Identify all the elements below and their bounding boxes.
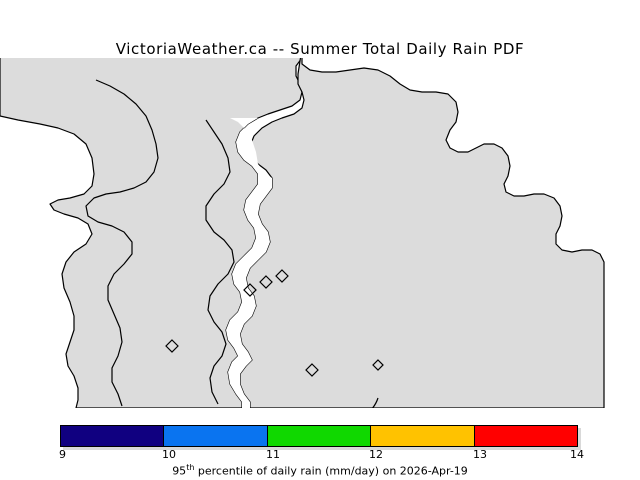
colorbar-tick-0: 9 <box>59 448 66 461</box>
central-inlet-water <box>226 118 272 408</box>
colorbar-band-10-11[interactable] <box>163 426 267 446</box>
land-north-east-mainland <box>239 58 605 408</box>
colorbar-tick-1: 10 <box>162 448 176 461</box>
station-marker[interactable] <box>259 275 273 289</box>
colorbar[interactable] <box>60 425 578 447</box>
station-marker[interactable] <box>305 363 319 377</box>
station-marker[interactable] <box>275 269 289 283</box>
colorbar-ticks: 9 10 11 12 13 14 <box>0 448 640 462</box>
colorbar-tick-5: 14 <box>570 448 584 461</box>
caption-prefix: 95 <box>172 464 187 478</box>
colorbar-caption: 95th percentile of daily rain (mm/day) o… <box>0 463 640 478</box>
station-marker[interactable] <box>243 283 257 297</box>
colorbar-band-12-13[interactable] <box>370 426 474 446</box>
station-markers[interactable] <box>165 269 384 377</box>
colorbar-tick-2: 11 <box>266 448 280 461</box>
land-masses <box>0 58 605 408</box>
colorbar-section: 9 10 11 12 13 14 95th percentile of dail… <box>0 420 640 480</box>
page-title: VictoriaWeather.ca -- Summer Total Daily… <box>115 40 525 58</box>
caption-rest: percentile of daily rain (mm/day) on 202… <box>194 464 468 478</box>
colorbar-band-13-14[interactable] <box>473 426 578 446</box>
station-marker[interactable] <box>165 339 179 353</box>
colorbar-band-9-10[interactable] <box>61 426 164 446</box>
map-svg[interactable] <box>0 58 640 408</box>
station-marker[interactable] <box>372 359 384 371</box>
map-panel[interactable] <box>0 58 640 408</box>
coast-west <box>85 79 159 407</box>
colorbar-tick-3: 12 <box>369 448 383 461</box>
colorbar-band-11-12[interactable] <box>266 426 371 446</box>
coastline-detail <box>85 79 379 408</box>
colorbar-tick-4: 13 <box>473 448 487 461</box>
caption-ordinal: th <box>186 463 195 472</box>
coast-inlet-east <box>205 119 235 405</box>
